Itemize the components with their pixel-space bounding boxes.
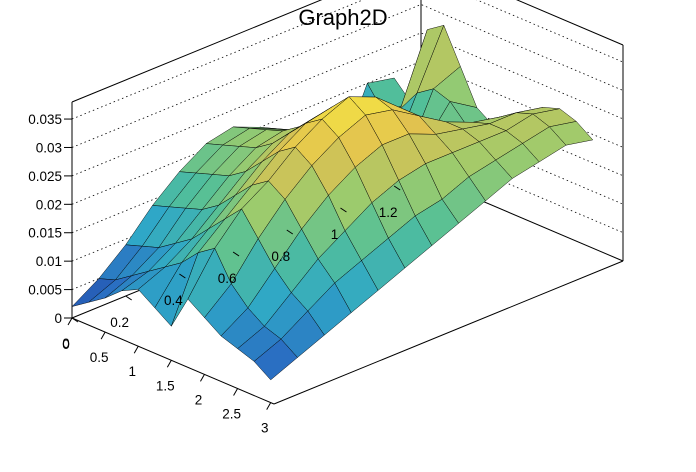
box-edge xyxy=(516,0,624,46)
z-tick-label: 0.005 xyxy=(28,283,62,298)
x-tick-mark xyxy=(200,374,205,382)
z-tick-label: 0.025 xyxy=(28,169,62,184)
y-tick-label: 0.2 xyxy=(110,315,129,330)
box-front-edges xyxy=(71,260,624,405)
box-edge xyxy=(273,260,624,405)
x-tick-label: 1.5 xyxy=(156,378,175,393)
x-tick-label: 3 xyxy=(261,421,269,436)
y-tick-mark xyxy=(125,295,132,301)
y-tick-label: 0 xyxy=(62,337,70,352)
chart-title: Graph2D xyxy=(298,5,387,30)
y-tick-label: 1 xyxy=(331,227,339,242)
y-tick-mark xyxy=(340,207,347,213)
y-tick-mark xyxy=(393,185,401,191)
x-tick-mark xyxy=(67,317,73,326)
x-tick-label: 0.5 xyxy=(90,350,109,365)
surface-mesh xyxy=(71,25,594,381)
z-tick-label: 0.03 xyxy=(36,140,62,155)
y-tick-label: 1.2 xyxy=(379,205,398,220)
x-tick-label: 1 xyxy=(128,364,136,379)
x-tick-mark xyxy=(166,360,172,368)
y-tick-label: 0.6 xyxy=(218,271,237,286)
y-tick-mark xyxy=(232,251,240,257)
x-tick-label: 2.5 xyxy=(222,407,241,422)
z-tick-label: 0.035 xyxy=(28,112,62,127)
z-tick-label: 0 xyxy=(54,311,62,326)
z-tick-label: 0.02 xyxy=(36,197,62,212)
x-tick-mark xyxy=(233,388,239,396)
x-tick-label: 2 xyxy=(195,392,203,407)
y-tick-label: 0.8 xyxy=(271,249,290,264)
y-tick-label: 0.4 xyxy=(164,293,183,308)
x-tick-mark xyxy=(266,402,272,410)
z-tick-label: 0.01 xyxy=(36,254,62,269)
box-edge xyxy=(71,0,323,103)
y-tick-mark xyxy=(179,273,186,279)
y-tick-mark xyxy=(286,229,294,235)
x-tick-mark xyxy=(100,331,106,340)
box-edge xyxy=(71,317,275,405)
y-tick-mark xyxy=(71,317,79,323)
surface-cell xyxy=(253,338,298,381)
axes: 0 0.005 0.01 0.015 0.02 0.025 0.03 0.035 0 0.2 0.4… xyxy=(28,112,401,436)
x-tick-label: 0 xyxy=(62,336,70,351)
z-tick-label: 0.015 xyxy=(28,226,62,241)
x-tick-mark xyxy=(133,345,139,354)
